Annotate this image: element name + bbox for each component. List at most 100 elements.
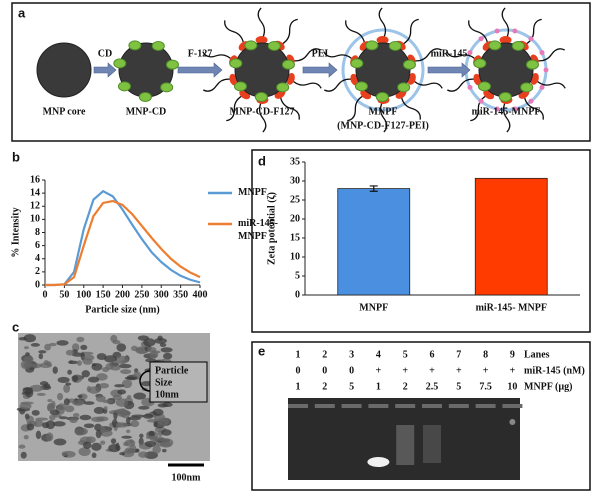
tem-particle	[152, 408, 164, 416]
y-tick-label: 35	[290, 156, 300, 167]
tem-particle	[24, 413, 30, 420]
f127-chain	[345, 20, 366, 47]
y-tick-label: 10	[30, 214, 40, 225]
tem-particle	[99, 382, 109, 389]
f127-chain	[523, 93, 544, 120]
tem-particle	[23, 434, 29, 440]
tem-particle	[30, 343, 40, 347]
tem-particle	[61, 451, 68, 457]
tem-particle	[87, 376, 100, 383]
tem-particle	[112, 339, 121, 345]
tem-particle	[57, 403, 66, 411]
scale-label: 100nm	[172, 472, 202, 483]
particle-label: miR-145-MNPF	[472, 106, 541, 117]
tem-particle	[31, 409, 40, 416]
y-tick-label: 25	[290, 194, 300, 205]
legend-label: miR-145- MNPF	[238, 218, 278, 242]
tem-particle	[154, 337, 167, 344]
cyclodextrin	[520, 82, 534, 93]
mirna	[494, 28, 500, 34]
tem-particle	[96, 416, 109, 422]
panel-e-frame	[251, 341, 591, 491]
cyclodextrin	[397, 82, 411, 93]
lane-cell: 8	[483, 349, 488, 360]
tem-particle	[137, 335, 150, 341]
cyclodextrin	[388, 40, 402, 51]
f127-chain	[470, 93, 489, 122]
tem-particle	[95, 429, 102, 439]
particle-label: MNP-CD-F127	[230, 106, 295, 117]
x-tick-label: 250	[134, 289, 149, 300]
y-tick-label: 4	[35, 253, 40, 264]
cyclodextrin	[160, 82, 174, 93]
lane-cell: +	[510, 365, 516, 376]
mirna	[539, 84, 545, 90]
arrow	[302, 62, 338, 78]
tem-particle	[144, 451, 158, 459]
tem-particle	[47, 398, 53, 403]
cyclodextrin	[276, 82, 290, 93]
tem-particle	[23, 334, 37, 343]
tem-particle	[121, 379, 133, 389]
cyclodextrin	[365, 40, 379, 51]
mirna	[512, 28, 518, 34]
tem-particle	[65, 382, 72, 386]
y-tick-label: 8	[35, 227, 40, 238]
tem-particle	[160, 347, 173, 353]
tem-particle	[118, 363, 132, 369]
tem-particle	[143, 413, 154, 419]
gel-well	[395, 404, 416, 408]
arrow	[177, 62, 223, 78]
tem-particle	[38, 353, 44, 360]
lane-cell: +	[402, 365, 408, 376]
tem-particle	[64, 405, 75, 413]
f127-chain	[290, 78, 322, 89]
tem-particle	[114, 384, 125, 388]
bar	[337, 188, 411, 296]
tem-particle	[44, 343, 51, 351]
f127-chain	[224, 20, 245, 47]
lane-cell: 7	[456, 349, 461, 360]
panel-label: c	[12, 319, 19, 334]
tem-particle	[69, 417, 78, 424]
tem-particle	[114, 355, 129, 365]
tem-particle	[83, 401, 95, 405]
tem-particle	[91, 442, 102, 451]
tem-particle	[45, 420, 56, 430]
annotation-box	[149, 361, 208, 403]
gel-well	[422, 404, 442, 408]
tem-particle	[131, 414, 145, 418]
f127-chain	[378, 7, 387, 41]
x-tick-label: 400	[193, 289, 208, 300]
tem-particle	[101, 366, 110, 373]
tem-particle	[100, 429, 113, 437]
error-bar	[369, 185, 378, 192]
row-label: Lanes	[524, 349, 550, 360]
particle-label: MNPF	[369, 106, 398, 117]
bar	[474, 177, 548, 296]
tem-particle	[20, 451, 27, 459]
tem-particle	[124, 376, 138, 380]
pei-shell	[341, 28, 425, 112]
tem-particle	[56, 392, 64, 401]
tem-particle	[46, 361, 52, 367]
panel-label: a	[18, 5, 26, 20]
y-tick-label: 10	[290, 251, 300, 262]
tem-particle	[53, 438, 67, 446]
tem-particle	[47, 402, 56, 412]
cyclodextrin	[477, 81, 491, 92]
text-line: MNPF	[238, 231, 267, 242]
panel-d-frame	[251, 149, 591, 333]
tem-particle	[39, 381, 49, 386]
step-label: miR-145	[431, 48, 468, 59]
cyclodextrin	[151, 40, 165, 51]
tem-particle	[82, 441, 92, 449]
y-tick-label: 20	[290, 213, 300, 224]
tem-particle	[65, 349, 74, 356]
lane-cell: 2	[322, 381, 327, 392]
panel-label: b	[12, 149, 20, 164]
panel-a-frame	[11, 2, 591, 142]
f127-chain	[523, 18, 542, 47]
particle-note: (MNP-CD-F127-PEI)	[337, 120, 429, 131]
